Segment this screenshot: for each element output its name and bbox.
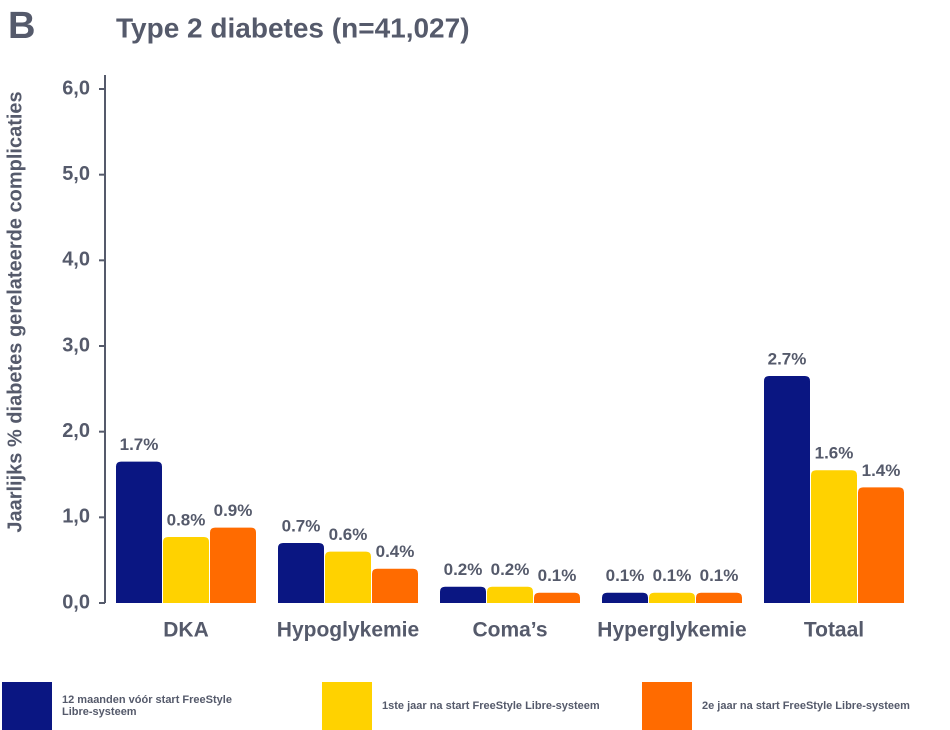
value-label: 1.6% (815, 444, 854, 463)
chart-title: Type 2 diabetes (n=41,027) (116, 12, 470, 43)
legend-item: 12 maanden vóór start FreeStyle Libre-sy… (2, 682, 232, 730)
y-tick-label: 4,0 (62, 249, 90, 271)
value-label: 0.1% (538, 566, 577, 585)
bar (649, 592, 695, 603)
bar (278, 543, 324, 603)
value-label: 0.1% (700, 566, 739, 585)
bar (116, 461, 162, 603)
y-axis-label: Jaarlijks % diabetes gerelateerde compli… (4, 91, 26, 532)
bar (764, 375, 810, 603)
x-tick-label: Hyperglykemie (597, 619, 746, 642)
value-label: 0.8% (167, 511, 206, 530)
x-tick-label: Coma’s (472, 619, 547, 642)
value-label: 0.7% (282, 517, 321, 536)
value-label: 2.7% (768, 349, 807, 368)
y-tick-label: 1,0 (62, 506, 90, 528)
bar (534, 592, 580, 603)
value-label: 1.7% (120, 435, 159, 454)
legend-item: 1ste jaar na start FreeStyle Libre-syste… (322, 682, 632, 730)
value-label: 1.4% (862, 461, 901, 480)
bar (696, 592, 742, 603)
y-tick-label: 2,0 (62, 420, 90, 442)
value-label: 0.2% (444, 560, 483, 579)
y-tick-label: 6,0 (62, 77, 90, 99)
x-tick-label: Hypoglykemie (277, 619, 419, 642)
x-tick-label: Totaal (804, 619, 864, 642)
bar (210, 527, 256, 603)
bar (372, 568, 418, 603)
bar (602, 592, 648, 603)
legend-swatch (642, 682, 692, 730)
y-tick-label: 5,0 (62, 163, 90, 185)
legend-swatch (322, 682, 372, 730)
bar (858, 487, 904, 603)
y-tick-label: 3,0 (62, 334, 90, 356)
bar (811, 470, 857, 603)
bar (440, 586, 486, 603)
value-label: 0.2% (491, 560, 530, 579)
legend-label: 12 maanden vóór start FreeStyle Libre-sy… (62, 694, 232, 718)
legend-label: 1ste jaar na start FreeStyle Libre-syste… (382, 700, 600, 712)
value-label: 0.9% (214, 501, 253, 520)
value-label: 0.6% (329, 525, 368, 544)
panel-label: B (8, 5, 35, 47)
legend-item: 2e jaar na start FreeStyle Libre-systeem (642, 682, 950, 730)
bar (325, 551, 371, 603)
value-label: 0.1% (653, 566, 692, 585)
bar (487, 586, 533, 603)
legend-swatch (2, 682, 52, 730)
x-tick-label: DKA (163, 619, 209, 642)
y-tick-label: 0,0 (62, 591, 90, 613)
value-label: 0.1% (606, 566, 645, 585)
bar (163, 537, 209, 603)
legend-label: 2e jaar na start FreeStyle Libre-systeem (702, 700, 910, 712)
value-label: 0.4% (376, 542, 415, 561)
